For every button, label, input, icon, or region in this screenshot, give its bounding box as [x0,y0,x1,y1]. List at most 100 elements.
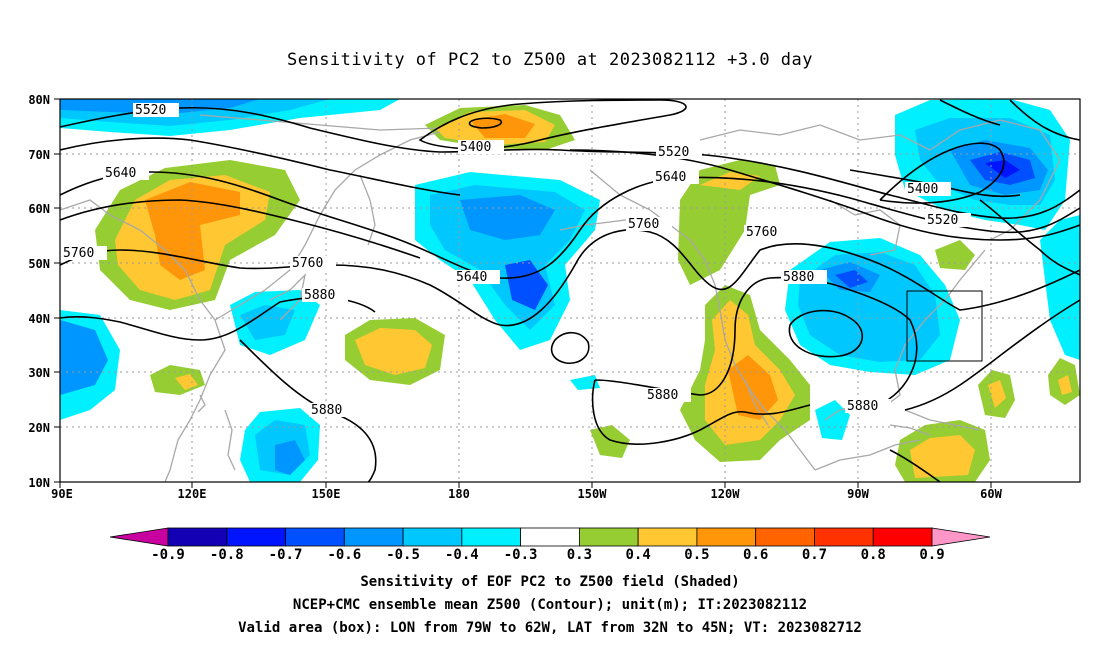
contour-east-1 [1009,99,1080,141]
colorbar-box [167,527,228,547]
lon-label-90w: 90W [847,487,869,501]
contour-5880-se [904,299,1080,411]
contour-label-16: 5400 [907,182,938,197]
lat-label-10n: 10N [28,476,50,490]
colorbar-tick-label: 0.7 [802,547,827,563]
colorbar-box [343,527,404,547]
coast-asia-east [214,131,441,321]
shade-neg-spac-core2 [275,440,305,475]
contour-5640 [60,171,1080,279]
contour-labels: 5520 5640 5760 5400 5760 5880 5640 5880 … [61,103,971,418]
coast-arctic [199,114,441,131]
colorbar-tick-label: 0.3 [567,547,592,563]
lat-label-20n: 20N [28,421,50,435]
shade-neg-eastus-core2 [835,270,868,288]
shade-pos-fw-small2 [175,374,198,390]
coast-gulf [814,439,921,471]
tick-marks [54,98,992,488]
colorbar-box [578,527,639,547]
colorbar-box [520,527,580,547]
shade-pos-westcoast-core [728,355,778,420]
lat-label-70n: 70N [28,148,50,162]
lon-label-60w: 60W [980,487,1002,501]
contour-label-12: 5760 [746,225,777,240]
colorbar-box [226,527,286,547]
lon-label-180: 180 [448,487,470,501]
lat-label-80n: 80N [28,93,50,107]
colorbar-box [814,527,874,547]
lon-label-120w: 120W [711,487,741,501]
coast-kamchatka [359,174,376,246]
shade-neg-atlantic [1040,215,1080,360]
colorbar-tick-label: -0.9 [151,547,185,563]
contour-5760-west [60,229,1080,327]
lat-label-60n: 60N [28,202,50,216]
coast-philippines [224,409,236,471]
contour-5880-se2 [889,449,941,482]
lon-label-90e: 90E [51,487,73,501]
lat-label-50n: 50N [28,257,50,271]
lon-label-150e: 150E [312,487,341,501]
plot-title: Sensitivity of PC2 to Z500 at 2023082112… [286,50,813,70]
shade-pos-atl1-core [988,380,1006,408]
footer-line-2: NCEP+CMC ensemble mean Z500 (Contour); u… [292,597,808,613]
lat-labels: 80N 70N 60N 50N 40N 30N 20N 10N [28,93,50,490]
contour-ne-2 [979,199,1080,276]
shade-neg-npac-core [460,195,555,240]
shade-pos-atl2-core [1058,375,1072,395]
contour-label-13: 5880 [783,270,814,285]
contour-label-6: 5880 [304,288,335,303]
shade-pos-caribbean-core [910,435,975,478]
coast-baja [744,379,769,426]
contour-label-17: 5520 [927,213,958,228]
shade-pos-small-ne [935,240,975,270]
colorbar-box [461,527,522,547]
shade-pos-mpac-core [355,328,432,375]
contour-5400-inner [468,117,502,129]
contour-label-4: 5400 [460,140,491,155]
footer-line-3: Valid area (box): LON from 79W to 62W, L… [238,620,862,636]
map-frame [59,98,1081,483]
colorbar-tick-label: -0.7 [269,547,303,563]
colorbar-tick-label: 0.8 [861,547,886,563]
lon-label-120e: 120E [178,487,207,501]
colorbar-tick-label: 0.4 [626,547,651,563]
contour-label-9: 5520 [658,145,689,160]
colorbar-box [755,527,815,547]
shade-pos-gom [590,425,630,458]
colorbar-tick-label: -0.3 [504,547,538,563]
contour-5880-south [239,339,377,482]
contour-label-3: 5760 [63,246,94,261]
colorbar-arrow-right [931,527,991,547]
coast-westus [719,309,816,471]
colorbar-tick-label: -0.6 [327,547,361,563]
coast-greenland [929,119,1061,241]
contour-label-2: 5640 [105,166,136,181]
colorbar-box [872,527,933,547]
lat-label-30n: 30N [28,366,50,380]
contour-nw-2 [60,137,461,196]
footer-line-1: Sensitivity of EOF PC2 to Z500 field (Sh… [360,574,740,590]
contour-label-11: 5760 [628,217,659,232]
map-area [60,99,1080,482]
shade-pos-alaska [678,160,780,285]
contour-label-5: 5760 [292,256,323,271]
contour-nw-3 [60,199,421,259]
colorbar-tick-label: 0.5 [684,547,709,563]
contour-label-8: 5880 [311,403,342,418]
contour-label-10: 5640 [655,170,686,185]
coast-taiwan [197,394,206,413]
lat-label-40n: 40N [28,312,50,326]
coast-aleutians [559,217,641,231]
contour-label-1: 5520 [135,103,166,118]
colorbar-box [696,527,757,547]
contour-5400-east [879,142,1005,204]
contour-5520-nw [60,106,1080,219]
contour-label-15: 5880 [847,399,878,414]
contour-5880-loop-e [788,309,864,358]
graticule [60,99,1080,482]
contour-5880-sw [591,379,811,445]
valid-area-box [906,290,983,362]
lon-labels: 90E 120E 150E 180 150W 120W 90W 60W [51,487,1002,501]
